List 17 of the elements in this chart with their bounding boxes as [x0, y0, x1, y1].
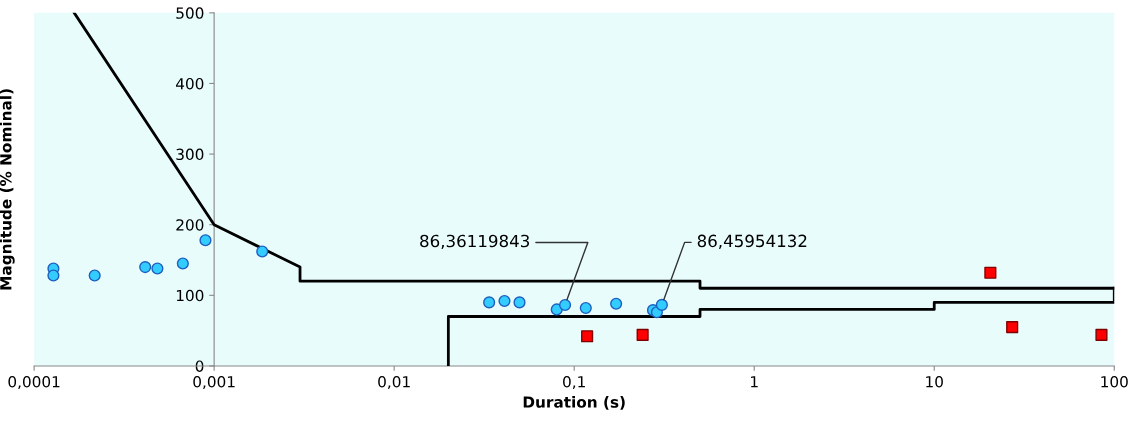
x-tick-label: 0,001	[193, 375, 235, 390]
y-tick-label: 0	[195, 360, 204, 372]
y-tick-label: 300	[176, 148, 204, 161]
x-tick-label: 1	[751, 376, 758, 388]
x-tick-label: 10	[926, 375, 943, 388]
x-tick-label: 0,0001	[8, 375, 60, 390]
y-tick-label: 500	[176, 7, 204, 19]
x-tick-label: 100	[1101, 375, 1128, 388]
data-label: 86,45954132	[697, 234, 807, 249]
x-tick-label: 0,1	[563, 375, 585, 390]
y-axis-title: Magnitude (% Nominal)	[0, 89, 15, 290]
y-tick-label: 400	[176, 77, 204, 90]
y-tick-label: 100	[176, 289, 204, 302]
x-tick-label: 0,01	[378, 375, 410, 390]
data-label: 86,36119843	[420, 234, 530, 249]
x-axis-title: Duration (s)	[523, 396, 625, 410]
y-tick-label: 200	[176, 219, 204, 231]
